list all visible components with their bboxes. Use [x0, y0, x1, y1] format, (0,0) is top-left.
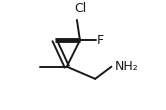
- Text: Cl: Cl: [74, 2, 86, 15]
- Text: NH₂: NH₂: [115, 60, 138, 73]
- Text: F: F: [97, 34, 104, 47]
